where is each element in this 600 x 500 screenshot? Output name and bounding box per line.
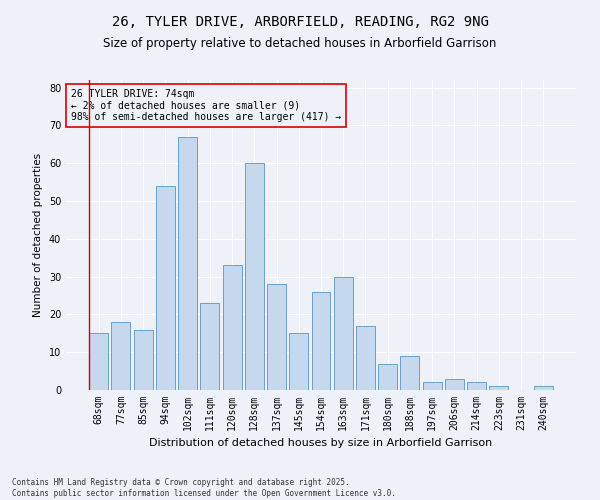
Bar <box>467 382 486 390</box>
Bar <box>334 276 353 390</box>
Text: Size of property relative to detached houses in Arborfield Garrison: Size of property relative to detached ho… <box>103 38 497 51</box>
Bar <box>134 330 152 390</box>
Bar <box>400 356 419 390</box>
Text: Contains HM Land Registry data © Crown copyright and database right 2025.
Contai: Contains HM Land Registry data © Crown c… <box>12 478 396 498</box>
Bar <box>423 382 442 390</box>
Bar <box>156 186 175 390</box>
Bar <box>445 378 464 390</box>
Bar <box>490 386 508 390</box>
Bar <box>112 322 130 390</box>
Bar <box>311 292 331 390</box>
Bar <box>267 284 286 390</box>
Bar <box>378 364 397 390</box>
Bar <box>223 265 242 390</box>
Text: 26 TYLER DRIVE: 74sqm
← 2% of detached houses are smaller (9)
98% of semi-detach: 26 TYLER DRIVE: 74sqm ← 2% of detached h… <box>71 90 341 122</box>
Bar <box>178 136 197 390</box>
Bar <box>200 303 219 390</box>
Bar <box>89 334 108 390</box>
Bar <box>289 334 308 390</box>
Bar <box>356 326 375 390</box>
Bar <box>534 386 553 390</box>
Y-axis label: Number of detached properties: Number of detached properties <box>33 153 43 317</box>
Text: 26, TYLER DRIVE, ARBORFIELD, READING, RG2 9NG: 26, TYLER DRIVE, ARBORFIELD, READING, RG… <box>112 15 488 29</box>
X-axis label: Distribution of detached houses by size in Arborfield Garrison: Distribution of detached houses by size … <box>149 438 493 448</box>
Bar <box>245 163 264 390</box>
